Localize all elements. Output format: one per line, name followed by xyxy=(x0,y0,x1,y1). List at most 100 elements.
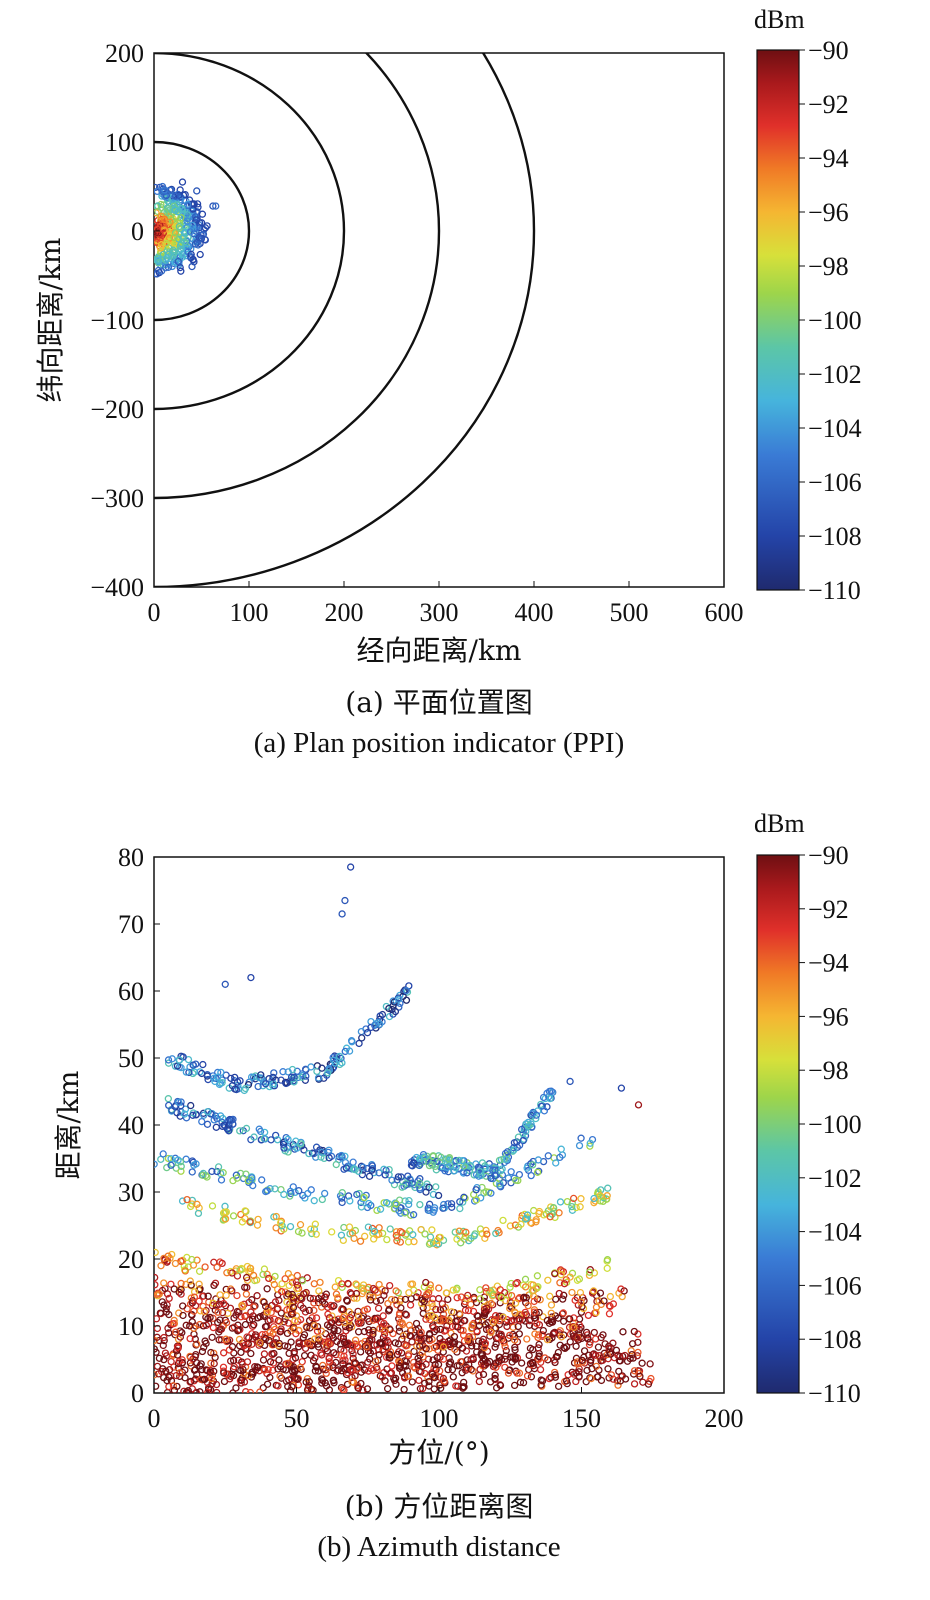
azimuth-point xyxy=(187,1202,195,1211)
ppi-point xyxy=(192,216,200,224)
azimuth-point xyxy=(491,1312,500,1320)
azimuth-point xyxy=(186,1322,194,1330)
azimuth-point xyxy=(398,1335,406,1343)
azimuth-point xyxy=(448,1366,457,1374)
azimuth-point xyxy=(630,1367,639,1375)
azimuth-point xyxy=(483,1304,491,1312)
azimuth-point xyxy=(318,1351,326,1359)
azimuth-point xyxy=(523,1335,531,1343)
azimuth-point xyxy=(366,1336,374,1344)
azimuth-point xyxy=(277,1076,285,1084)
azimuth-point xyxy=(187,1377,195,1386)
azimuth-point xyxy=(169,1382,178,1390)
azimuth-point xyxy=(594,1190,603,1198)
azimuth-point xyxy=(159,1341,167,1350)
azimuth-point xyxy=(341,1322,350,1331)
azimuth-point xyxy=(547,1373,555,1382)
azimuth-point xyxy=(154,1273,159,1282)
azimuth-point xyxy=(266,1316,274,1324)
azimuth-point xyxy=(556,1198,565,1206)
azimuth-point xyxy=(210,1281,218,1290)
azimuth-point xyxy=(310,1322,319,1330)
azimuth-point xyxy=(167,1161,175,1169)
azimuth-point xyxy=(420,1297,428,1306)
azimuth-point xyxy=(438,1300,446,1308)
azimuth-point xyxy=(255,1125,263,1133)
azimuth-point xyxy=(368,1162,377,1170)
azimuth-point xyxy=(528,1110,536,1118)
azimuth-point xyxy=(209,1323,217,1332)
azimuth-point xyxy=(476,1295,484,1303)
azimuth-point xyxy=(413,1342,421,1350)
azimuth-point xyxy=(154,1371,158,1379)
azimuth-point xyxy=(392,1287,400,1295)
azimuth-point xyxy=(499,1216,507,1225)
azimuth-point xyxy=(395,1327,404,1335)
azimuth-point xyxy=(217,1325,226,1333)
azimuth-point xyxy=(531,1330,539,1338)
y-tick-label: 70 xyxy=(118,910,144,939)
azimuth-point xyxy=(385,1351,394,1359)
azimuth-point xyxy=(165,1366,174,1374)
ppi-point xyxy=(189,205,197,213)
ppi-point xyxy=(167,186,175,195)
azimuth-point xyxy=(274,1316,282,1325)
azimuth-point xyxy=(495,1156,504,1164)
azimuth-points xyxy=(154,863,655,1393)
azimuth-point xyxy=(606,1292,615,1301)
azimuth-point xyxy=(460,1316,468,1325)
azimuth-point xyxy=(374,1304,383,1312)
colorbar-tick-label: −94 xyxy=(808,949,849,978)
azimuth-point xyxy=(439,1348,447,1356)
azimuth-point xyxy=(213,1263,221,1271)
y-tick-label: −300 xyxy=(90,484,144,513)
azimuth-point xyxy=(350,1358,359,1366)
azimuth-point xyxy=(431,1204,439,1212)
azimuth-point xyxy=(235,1308,243,1316)
azimuth-point xyxy=(210,1367,218,1375)
azimuth-point xyxy=(180,1387,188,1393)
azimuth-point xyxy=(307,1225,315,1233)
azimuth-point xyxy=(475,1371,483,1380)
azimuth-point xyxy=(305,1316,314,1325)
azimuth-point xyxy=(388,1362,396,1370)
azimuth-point xyxy=(226,1267,235,1276)
azimuth-point xyxy=(318,1379,326,1387)
azimuth-point xyxy=(590,1194,598,1203)
azimuth-point xyxy=(193,1359,201,1367)
azimuth-point xyxy=(349,1342,357,1350)
azimuth-point xyxy=(558,1310,567,1318)
azimuth-point xyxy=(409,1211,418,1219)
azimuth-point xyxy=(595,1351,603,1360)
azimuth-point xyxy=(568,1199,576,1207)
azimuth-point xyxy=(276,1372,284,1380)
azimuth-point xyxy=(489,1301,497,1309)
azimuth-point xyxy=(216,1112,225,1120)
azimuth-point xyxy=(425,1335,433,1343)
colorbar-tick-label: −98 xyxy=(808,252,849,281)
azimuth-point xyxy=(334,1327,342,1335)
azimuth-point xyxy=(322,1290,331,1298)
azimuth-point xyxy=(186,1334,194,1343)
azimuth-point xyxy=(559,1295,567,1303)
azimuth-point xyxy=(155,1290,163,1298)
azimuth-point xyxy=(376,1205,385,1213)
azimuth-point xyxy=(504,1369,513,1377)
azimuth-point xyxy=(282,1360,290,1368)
azimuth-point xyxy=(211,1112,220,1120)
azimuth-point xyxy=(333,1367,341,1375)
azimuth-point xyxy=(380,1199,388,1207)
azimuth-point xyxy=(399,1332,408,1340)
ppi-point xyxy=(188,221,197,229)
azimuth-point xyxy=(527,1171,535,1180)
azimuth-point xyxy=(269,1329,277,1338)
azimuth-point xyxy=(450,1332,459,1341)
azimuth-point xyxy=(360,1327,369,1336)
azimuth-point xyxy=(630,1380,639,1388)
azimuth-point xyxy=(572,1203,580,1212)
azimuth-point xyxy=(329,1334,338,1342)
azimuth-point xyxy=(366,1355,374,1363)
azimuth-point xyxy=(164,1056,173,1064)
azimuth-point xyxy=(528,1161,537,1169)
azimuth-point xyxy=(196,1320,204,1329)
